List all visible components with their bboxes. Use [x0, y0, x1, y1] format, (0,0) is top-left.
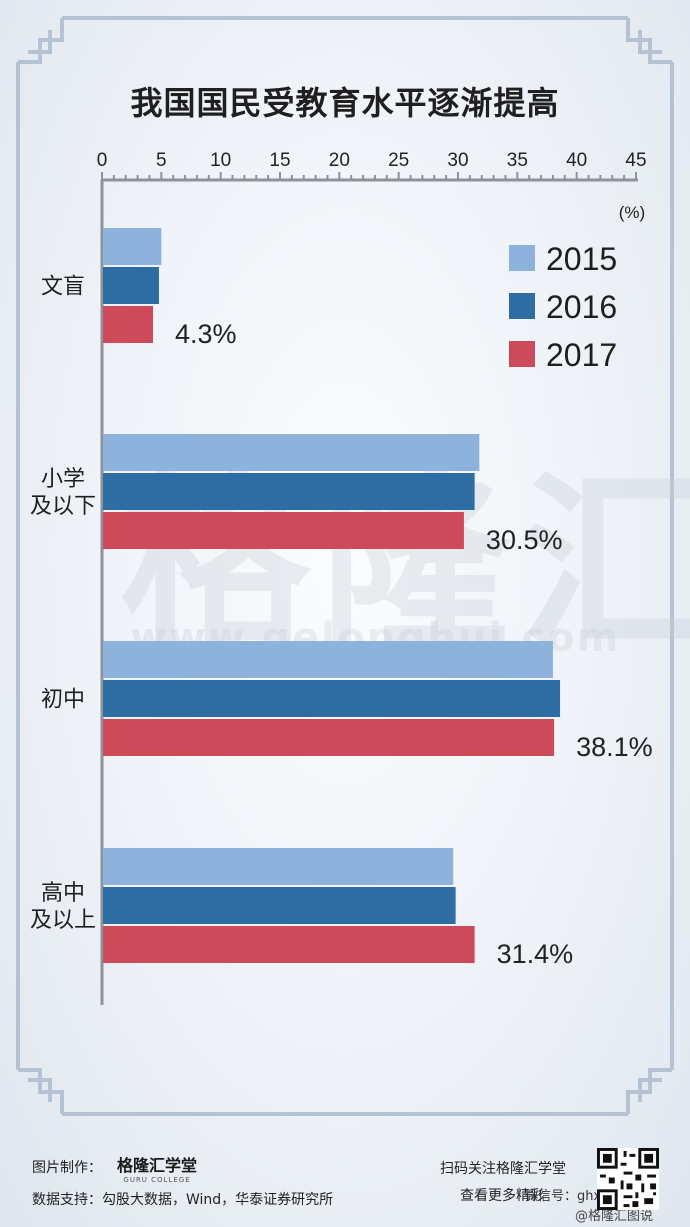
bar-2016 — [103, 267, 159, 304]
legend-label: 2015 — [546, 241, 617, 277]
bar-2016 — [103, 680, 561, 717]
x-tick-label: 0 — [97, 150, 108, 171]
legend-swatch-2016 — [509, 293, 535, 319]
bar-2017 — [103, 719, 555, 756]
bar-2015 — [103, 228, 162, 265]
category-label: 小学 — [41, 467, 85, 492]
x-tick-label: 5 — [156, 150, 167, 171]
data-label: 4.3% — [175, 319, 237, 349]
bar-2015 — [103, 848, 454, 885]
scan-prompt-2: 查看更多精彩 — [460, 1188, 544, 1204]
brand-name: 格隆汇学堂 — [117, 1156, 198, 1175]
x-tick-label: 25 — [388, 150, 409, 171]
legend-label: 2017 — [546, 337, 617, 373]
category-label: 高中 — [41, 881, 85, 906]
weibo-handle: @格隆汇图说 — [575, 1209, 654, 1224]
x-tick-label: 20 — [329, 150, 350, 171]
bar-2016 — [103, 887, 456, 924]
x-tick-label: 40 — [566, 150, 587, 171]
data-source: 数据支持：勾股大数据，Wind，华泰证券研究所 — [32, 1192, 334, 1208]
bar-2016 — [103, 473, 475, 510]
bar-2017 — [103, 306, 154, 343]
legend-label: 2016 — [546, 289, 617, 325]
x-tick-label: 15 — [269, 150, 290, 171]
bar-2017 — [103, 926, 475, 963]
data-label: 31.4% — [497, 939, 574, 969]
category-label: 初中 — [41, 688, 85, 713]
bar-2015 — [103, 434, 480, 471]
x-tick-label: 10 — [210, 150, 231, 171]
category-label: 文盲 — [41, 275, 85, 300]
bar-2017 — [103, 512, 464, 549]
x-tick-label: 30 — [447, 150, 468, 171]
bar-2015 — [103, 641, 553, 678]
made-by-label: 图片制作： — [32, 1160, 102, 1176]
category-label: 及以上 — [30, 908, 96, 933]
legend-swatch-2017 — [509, 341, 535, 367]
data-label: 30.5% — [486, 525, 563, 555]
x-tick-label: 35 — [507, 150, 528, 171]
chart-title: 我国国民受教育水平逐渐提高 — [130, 84, 560, 122]
unit-label: (%) — [619, 203, 645, 222]
x-tick-label: 45 — [625, 150, 646, 171]
category-label: 及以下 — [30, 494, 96, 519]
data-label: 38.1% — [576, 732, 653, 762]
scan-prompt: 扫码关注格隆汇学堂 — [440, 1161, 566, 1177]
qr-code-icon[interactable] — [597, 1148, 659, 1210]
brand-logo: 格隆汇学堂 GURU COLLEGE — [117, 1152, 197, 1184]
legend-swatch-2015 — [509, 245, 535, 271]
brand-sub: GURU COLLEGE — [123, 1176, 191, 1184]
